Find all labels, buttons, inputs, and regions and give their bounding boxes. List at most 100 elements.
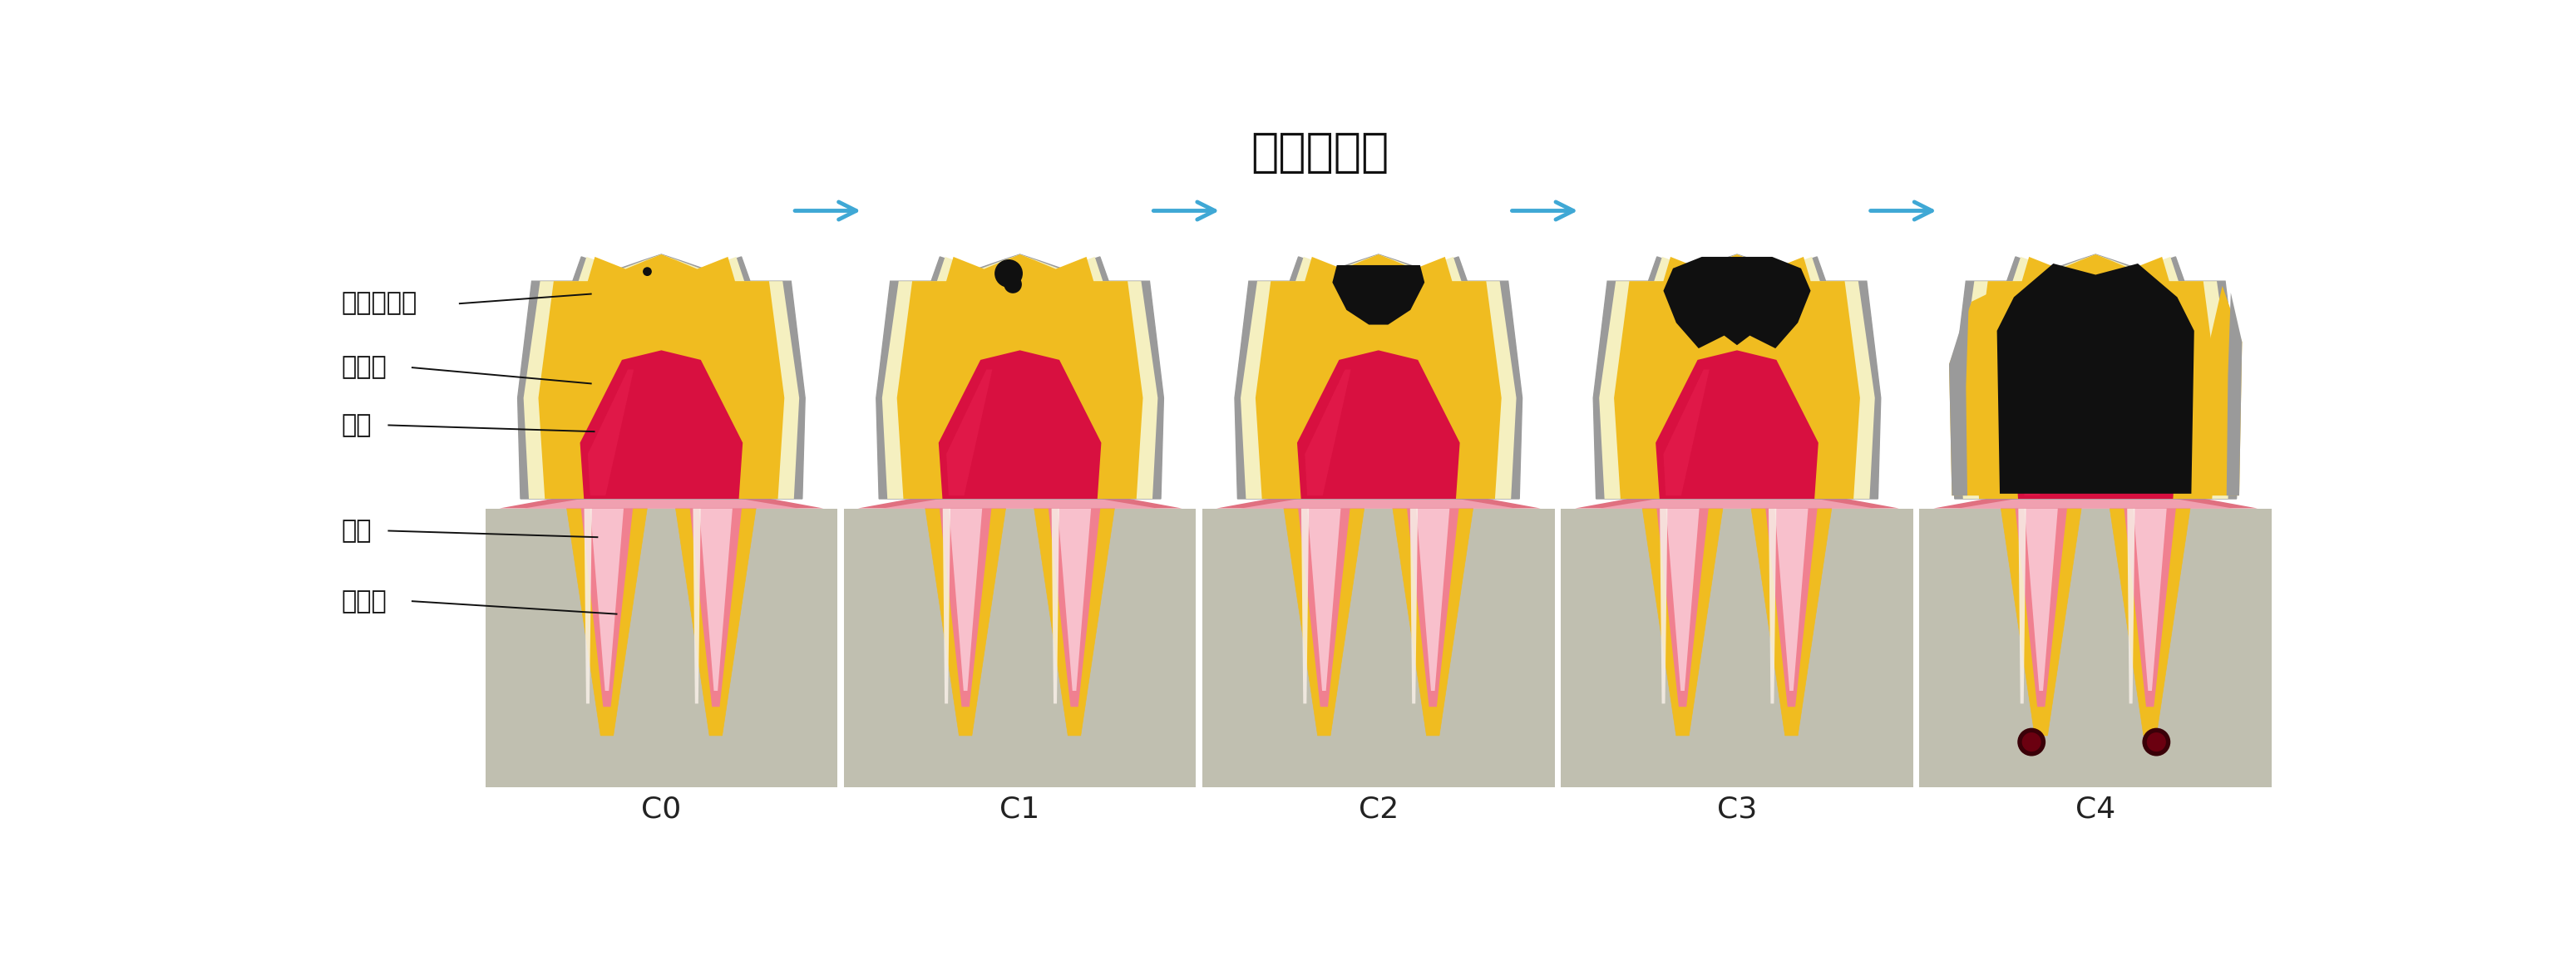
Text: 根管: 根管 [340, 519, 371, 543]
Polygon shape [1574, 486, 1899, 509]
Polygon shape [1301, 499, 1309, 704]
Polygon shape [938, 499, 992, 706]
Polygon shape [2014, 350, 2177, 499]
Polygon shape [1615, 254, 1860, 499]
Polygon shape [523, 492, 799, 509]
Polygon shape [2123, 499, 2177, 706]
Polygon shape [2022, 369, 2069, 495]
Polygon shape [1242, 492, 1515, 509]
Polygon shape [1999, 499, 2084, 735]
Text: C3: C3 [1718, 795, 1757, 823]
Polygon shape [1770, 499, 1777, 704]
Polygon shape [845, 509, 1195, 787]
Polygon shape [2128, 499, 2136, 704]
Polygon shape [945, 369, 992, 495]
Polygon shape [1973, 254, 2218, 499]
Text: C2: C2 [1358, 795, 1399, 823]
Polygon shape [1775, 499, 1808, 691]
Polygon shape [523, 254, 799, 499]
Polygon shape [1409, 499, 1417, 704]
Circle shape [2146, 732, 2166, 751]
Polygon shape [1048, 499, 1103, 706]
Polygon shape [518, 254, 806, 499]
Polygon shape [1664, 369, 1710, 495]
Polygon shape [881, 254, 1157, 499]
Text: C0: C0 [641, 795, 683, 823]
Polygon shape [1255, 254, 1502, 499]
Polygon shape [2226, 293, 2241, 495]
Text: エナメル質: エナメル質 [340, 292, 417, 315]
Polygon shape [1953, 254, 2239, 499]
Polygon shape [590, 499, 623, 691]
Polygon shape [938, 350, 1103, 499]
Polygon shape [1332, 265, 1425, 325]
Polygon shape [500, 486, 824, 509]
Text: 虫歯の進行: 虫歯の進行 [1252, 131, 1388, 176]
Polygon shape [1664, 499, 1700, 691]
Polygon shape [948, 499, 984, 691]
Polygon shape [1641, 499, 1723, 735]
Polygon shape [1659, 499, 1667, 704]
Polygon shape [1234, 254, 1522, 499]
Polygon shape [1298, 350, 1461, 499]
Polygon shape [1996, 264, 2195, 493]
Polygon shape [1950, 302, 1968, 495]
Polygon shape [580, 350, 742, 499]
Polygon shape [484, 509, 837, 787]
Polygon shape [1406, 499, 1461, 706]
Polygon shape [1306, 499, 1342, 691]
Polygon shape [1033, 499, 1115, 735]
Text: 歯髄: 歯髄 [340, 413, 371, 437]
Polygon shape [1600, 254, 1875, 499]
Polygon shape [896, 254, 1144, 499]
Polygon shape [1561, 509, 1914, 787]
Polygon shape [585, 499, 592, 704]
Polygon shape [698, 499, 734, 691]
Polygon shape [675, 499, 757, 735]
Polygon shape [1216, 486, 1540, 509]
Polygon shape [1283, 499, 1365, 735]
Polygon shape [2202, 286, 2241, 495]
Polygon shape [587, 369, 634, 495]
Polygon shape [1203, 509, 1553, 787]
Polygon shape [1414, 499, 1450, 691]
Polygon shape [1919, 509, 2272, 787]
Polygon shape [1595, 254, 1880, 499]
Polygon shape [1656, 499, 1710, 706]
Polygon shape [580, 499, 634, 706]
Circle shape [2017, 728, 2045, 756]
Text: 象牙質: 象牙質 [340, 356, 386, 380]
Polygon shape [1958, 492, 2233, 509]
Polygon shape [1958, 254, 2233, 499]
Polygon shape [1664, 257, 1811, 348]
Polygon shape [1306, 369, 1350, 495]
Polygon shape [688, 499, 742, 706]
Circle shape [1005, 275, 1023, 293]
Polygon shape [1600, 492, 1875, 509]
Polygon shape [2014, 499, 2069, 706]
Polygon shape [943, 499, 951, 704]
Polygon shape [858, 486, 1182, 509]
Polygon shape [1296, 499, 1350, 706]
Circle shape [644, 267, 652, 276]
Circle shape [2143, 728, 2172, 756]
Polygon shape [1749, 499, 1834, 735]
Polygon shape [1765, 499, 1819, 706]
Text: C1: C1 [999, 795, 1041, 823]
Polygon shape [1051, 499, 1059, 704]
Polygon shape [1935, 486, 2257, 509]
Polygon shape [884, 492, 1157, 509]
Polygon shape [1950, 293, 1996, 495]
Polygon shape [1242, 254, 1517, 499]
Text: 歯槽骨: 歯槽骨 [340, 589, 386, 613]
Polygon shape [1656, 350, 1819, 499]
Circle shape [994, 259, 1023, 288]
Polygon shape [876, 254, 1164, 499]
Polygon shape [2133, 499, 2166, 691]
Polygon shape [564, 499, 649, 735]
Polygon shape [1391, 499, 1473, 735]
Polygon shape [538, 254, 783, 499]
Circle shape [2022, 732, 2040, 751]
Polygon shape [693, 499, 701, 704]
Polygon shape [2017, 499, 2027, 704]
